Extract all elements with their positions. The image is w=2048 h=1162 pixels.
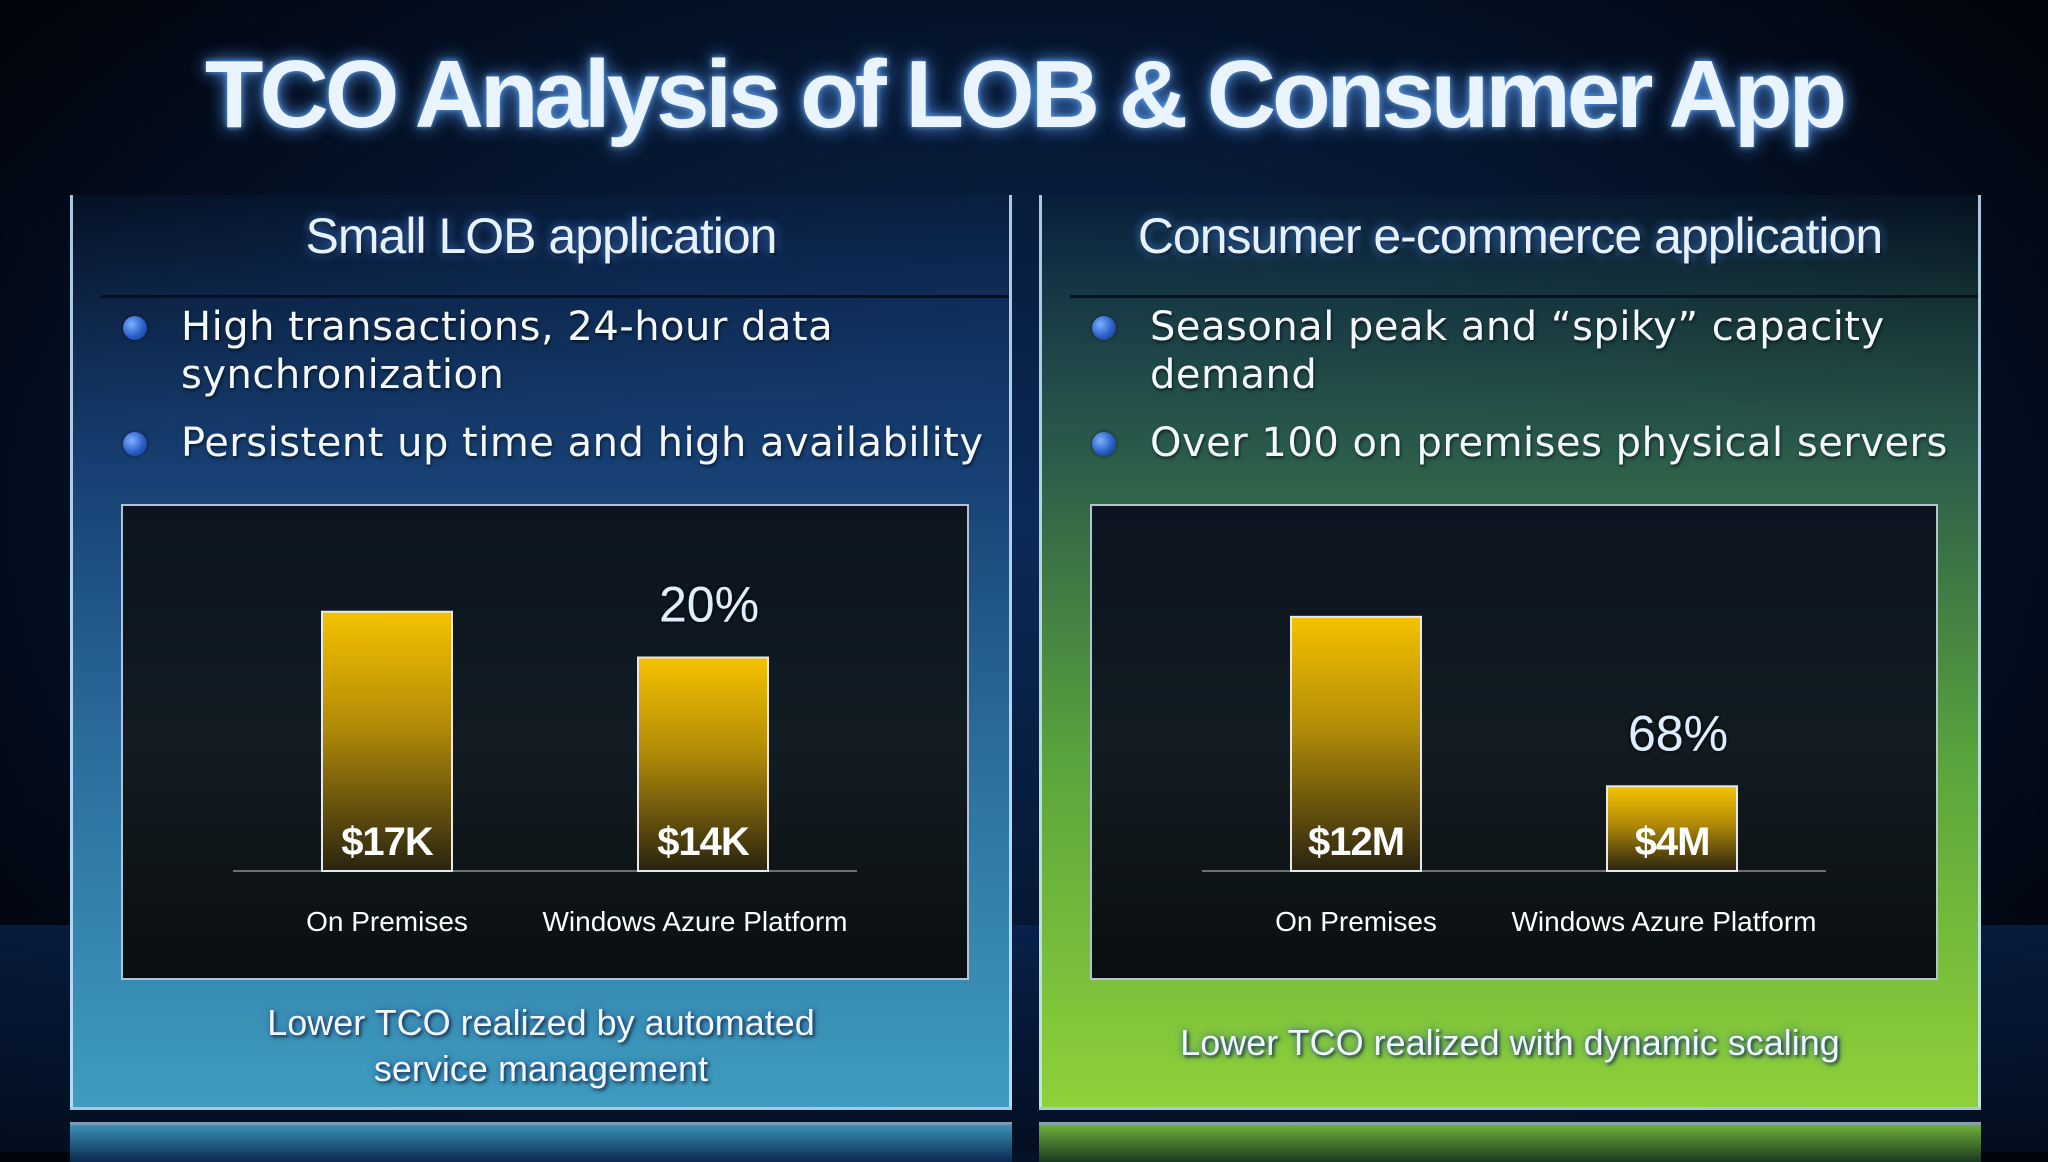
right-bullet-item: Over 100 on premises physical servers [1092,419,1958,467]
right-category-label: Windows Azure Platform [1512,906,1817,937]
left-bar-value-label: $17K [341,820,434,864]
left-category-label: On Premises [306,906,468,937]
right-panel-reflection [1039,1122,1981,1162]
right-bar-azure [1606,785,1738,872]
right-bullet-list: Seasonal peak and “spiky” capacity deman… [1092,303,1958,487]
left-panel-reflection [70,1122,1012,1162]
left-chart-svg: $17K On Premises $14K Windows Azure Platfor… [233,577,857,937]
right-bullet-item: Seasonal peak and “spiky” capacity deman… [1092,303,1958,399]
right-chart: $12M On Premises $4M Windows Azure Platform… [1090,504,1938,980]
left-bar-on-premises [321,610,453,872]
left-bullet-item: High transactions, 24-hour data synchron… [123,303,989,399]
right-bar-value-label: $4M [1635,820,1710,864]
left-savings-annotation: 20% [659,577,759,633]
left-caption-line2: service management [373,1048,709,1089]
bullet-text: Over 100 on premises physical servers [1150,420,1948,466]
right-panel-heading: Consumer e-commerce application [1137,208,1883,264]
right-chart-svg: $12M On Premises $4M Windows Azure Platform… [1202,615,1826,937]
right-bar-on-premises [1290,615,1422,873]
right-bar-value-label: $12M [1308,820,1404,864]
bullet-dot-icon [1092,316,1116,340]
right-caption-line1: Lower TCO realized with dynamic scaling [1180,1022,1840,1063]
left-bullet-list: High transactions, 24-hour data synchron… [123,303,989,487]
bullet-dot-icon [123,316,147,340]
left-chart: $17K On Premises $14K Windows Azure Platfor… [121,504,969,980]
left-caption: Lower TCO realized by automated service … [73,1000,1009,1092]
left-panel-divider [101,295,1009,298]
slide-title: TCO Analysis of LOB & Consumer App [204,41,1847,148]
bullet-dot-icon [1092,432,1116,456]
left-panel-heading: Small LOB application [305,208,778,264]
bullet-text: High transactions, 24-hour data synchron… [181,304,834,398]
left-bar-azure [637,656,769,872]
bullet-text: Persistent up time and high availability [181,420,984,466]
left-caption-line1: Lower TCO realized by automated [267,1002,815,1043]
right-caption: Lower TCO realized with dynamic scaling [1042,1020,1978,1066]
left-bar-value-label: $14K [657,820,750,864]
bullet-dot-icon [123,432,147,456]
bullet-text: Seasonal peak and “spiky” capacity deman… [1150,304,1885,398]
right-savings-annotation: 68% [1628,705,1728,761]
right-category-label: On Premises [1275,906,1437,937]
left-category-label: Windows Azure Platform [543,906,848,937]
left-bullet-item: Persistent up time and high availability [123,419,989,467]
right-panel: Consumer e-commerce application Seasonal… [1039,195,1981,1110]
left-panel: Small LOB application High transactions,… [70,195,1012,1110]
right-panel-divider [1070,295,1978,298]
